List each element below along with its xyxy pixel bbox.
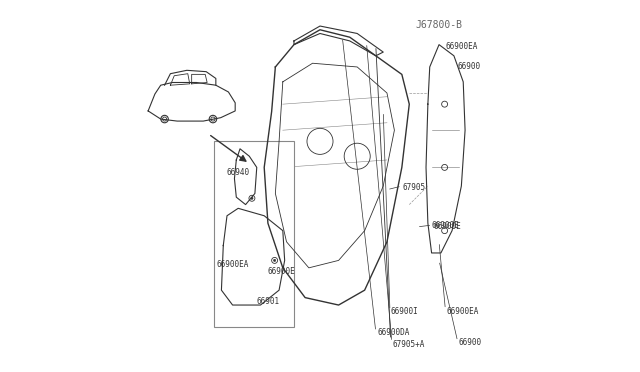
Text: 66900I: 66900I	[390, 307, 419, 316]
Text: 66900E: 66900E	[431, 221, 460, 230]
Text: 66900: 66900	[458, 339, 481, 347]
Text: 66900E: 66900E	[268, 267, 296, 276]
Text: 66900: 66900	[458, 62, 481, 71]
Text: 66940: 66940	[227, 169, 250, 177]
Text: 66901: 66901	[257, 297, 280, 306]
Text: J67800-B: J67800-B	[415, 20, 462, 30]
Text: 66900EA: 66900EA	[446, 307, 479, 316]
Circle shape	[251, 197, 253, 199]
Text: 66900E: 66900E	[433, 222, 461, 231]
Text: 66900DA: 66900DA	[378, 328, 410, 337]
Bar	[214, 141, 294, 327]
Text: 66900EA: 66900EA	[216, 260, 249, 269]
Text: 66900EA: 66900EA	[445, 42, 478, 51]
Text: 67905: 67905	[403, 183, 426, 192]
Text: 67905+A: 67905+A	[392, 340, 425, 349]
Circle shape	[273, 259, 276, 262]
